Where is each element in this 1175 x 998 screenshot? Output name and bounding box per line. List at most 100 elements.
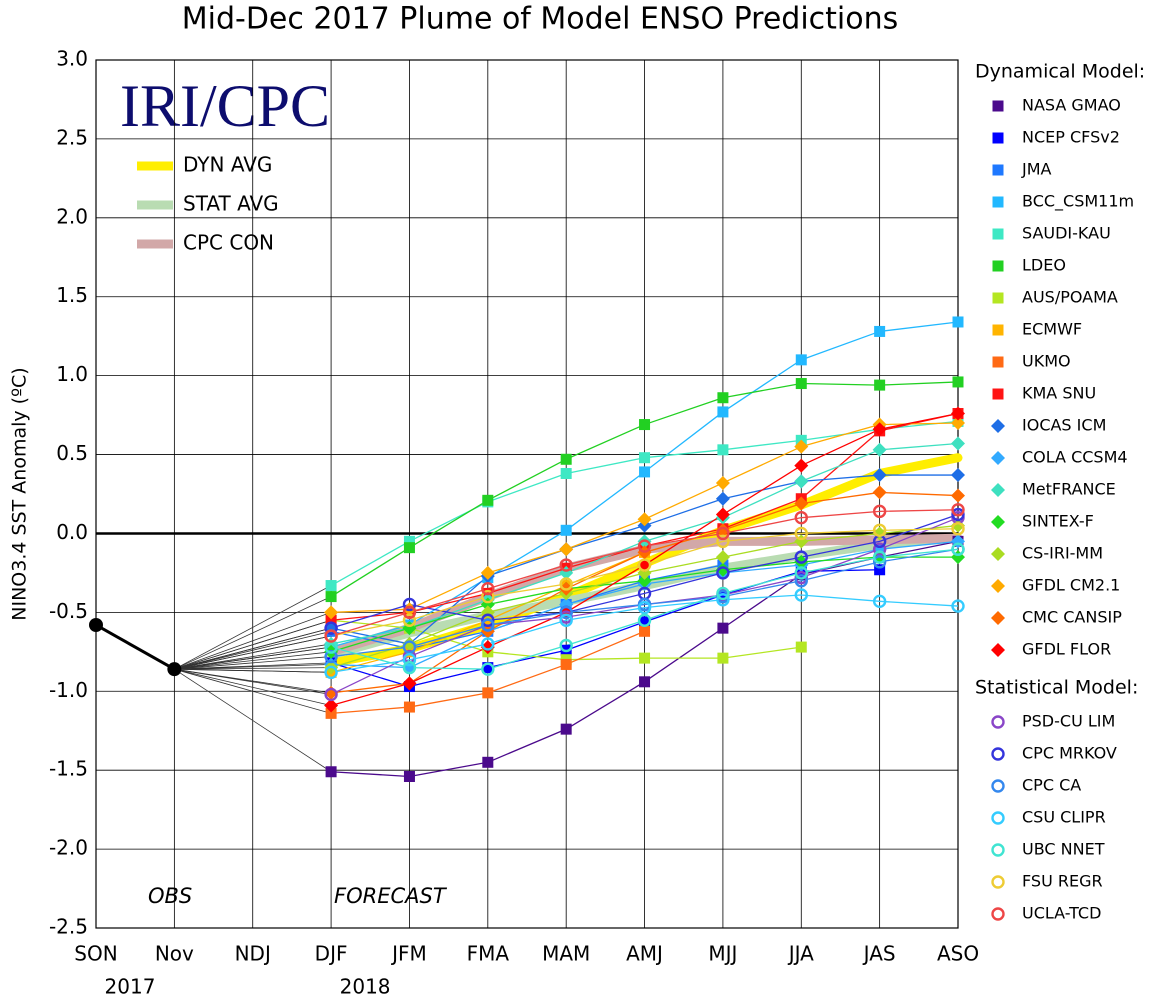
marker-diamond	[872, 422, 887, 437]
connector	[174, 668, 332, 673]
y-tick-label: 2.5	[56, 125, 88, 149]
marker-circle	[794, 574, 808, 588]
legend-label: UCLA-TCD	[1022, 904, 1101, 923]
marker-diamond	[991, 451, 1005, 465]
legend-label: ECMWF	[1022, 320, 1082, 339]
legend-label: PSD-CU LIM	[1022, 712, 1115, 731]
marker-circle	[951, 507, 965, 522]
forecast-annotation: FORECAST	[334, 884, 448, 908]
marker-circle	[951, 542, 965, 556]
marker-circle	[991, 843, 1005, 857]
marker-square	[952, 316, 964, 328]
y-axis-label: NINO3.4 SST Anomaly (ºC)	[9, 367, 31, 620]
marker-diamond	[715, 507, 730, 522]
marker-circle	[402, 597, 417, 612]
y-tick-label: 2.0	[56, 204, 88, 228]
x-tick-label: AMJ	[626, 942, 663, 966]
marker-diamond	[637, 573, 652, 588]
observed-point	[167, 662, 182, 677]
marker-circle	[716, 526, 730, 541]
marker-circle	[794, 550, 808, 564]
marker-square	[717, 652, 729, 664]
marker-circle	[872, 555, 887, 569]
connector	[174, 668, 332, 714]
legend-label: UBC NNET	[1022, 840, 1105, 859]
marker-diamond	[794, 474, 809, 489]
legend-label: COLA CCSM4	[1022, 448, 1128, 467]
legend-label: CPC CON	[183, 231, 274, 255]
x-tick-label: MJJ	[708, 942, 737, 966]
y-tick-label: 1.5	[56, 283, 88, 307]
marker-circle	[991, 715, 1005, 729]
legend-label: AUS/POAMA	[1022, 288, 1118, 307]
marker-circle	[559, 577, 573, 591]
marker-diamond	[991, 611, 1005, 625]
marker-circle	[559, 605, 573, 620]
marker-diamond	[559, 542, 574, 557]
marker-square	[325, 580, 337, 592]
x-tick-label: SON	[74, 942, 117, 966]
marker-diamond	[715, 475, 730, 490]
marker-square	[639, 652, 651, 664]
legend-label: CPC CA	[1022, 776, 1081, 795]
marker-circle	[951, 522, 965, 536]
legend-label: MetFRANCE	[1022, 480, 1116, 499]
marker-circle	[991, 907, 1005, 921]
marker-diamond	[991, 515, 1005, 529]
marker-square	[992, 228, 1004, 240]
marker-square	[795, 641, 807, 653]
marker-diamond	[794, 439, 809, 454]
marker-square	[992, 164, 1004, 176]
connector	[174, 585, 332, 670]
marker-square	[560, 453, 572, 465]
marker-circle	[559, 558, 573, 572]
legend-title: Dynamical Model:	[975, 61, 1145, 83]
x-tick-label: JJA	[787, 942, 814, 966]
x-tick-label: FMA	[467, 942, 510, 966]
marker-square	[403, 535, 415, 547]
marker-square	[403, 701, 415, 713]
x-tick-label: MAM	[542, 942, 590, 966]
legend-label: LDEO	[1022, 256, 1066, 275]
marker-diamond	[951, 488, 965, 503]
marker-circle	[716, 586, 730, 601]
marker-diamond	[872, 442, 887, 457]
marker-circle	[637, 539, 652, 553]
marker-circle	[794, 526, 808, 541]
model-line	[331, 548, 959, 658]
y-tick-label: -1.0	[49, 678, 88, 702]
legend-label: SAUDI-KAU	[1022, 224, 1111, 243]
marker-circle	[991, 875, 1005, 889]
y-tick-label: 0.0	[56, 520, 88, 544]
chart-title: Mid-Dec 2017 Plume of Model ENSO Predict…	[182, 2, 899, 37]
connector	[174, 664, 332, 670]
y-tick-label: 3.0	[56, 47, 88, 71]
marker-square	[795, 378, 807, 390]
y-tick-label: -2.0	[49, 836, 88, 860]
marker-circle	[324, 687, 338, 702]
marker-circle	[324, 649, 338, 664]
connector	[174, 630, 332, 670]
connector	[174, 667, 332, 670]
connector	[174, 635, 332, 670]
marker-circle	[324, 621, 338, 635]
marker-square	[992, 388, 1004, 400]
legend-label: BCC_CSM11m	[1022, 192, 1134, 212]
connector	[174, 627, 332, 670]
marker-circle	[872, 523, 887, 537]
marker-square	[639, 452, 651, 464]
marker-square	[992, 292, 1004, 304]
marker-diamond	[991, 579, 1005, 593]
marker-circle	[872, 504, 887, 519]
connector	[174, 656, 332, 670]
marker-square	[717, 622, 729, 634]
marker-square	[717, 392, 729, 404]
legend-label: GFDL FLOR	[1022, 640, 1111, 659]
marker-circle	[716, 593, 730, 607]
observed-point	[89, 617, 103, 632]
marker-diamond	[991, 483, 1005, 497]
marker-diamond	[715, 562, 730, 577]
y-tick-label: 0.5	[56, 441, 88, 465]
marker-square	[639, 616, 651, 628]
x-tick-label: Nov	[155, 942, 194, 966]
